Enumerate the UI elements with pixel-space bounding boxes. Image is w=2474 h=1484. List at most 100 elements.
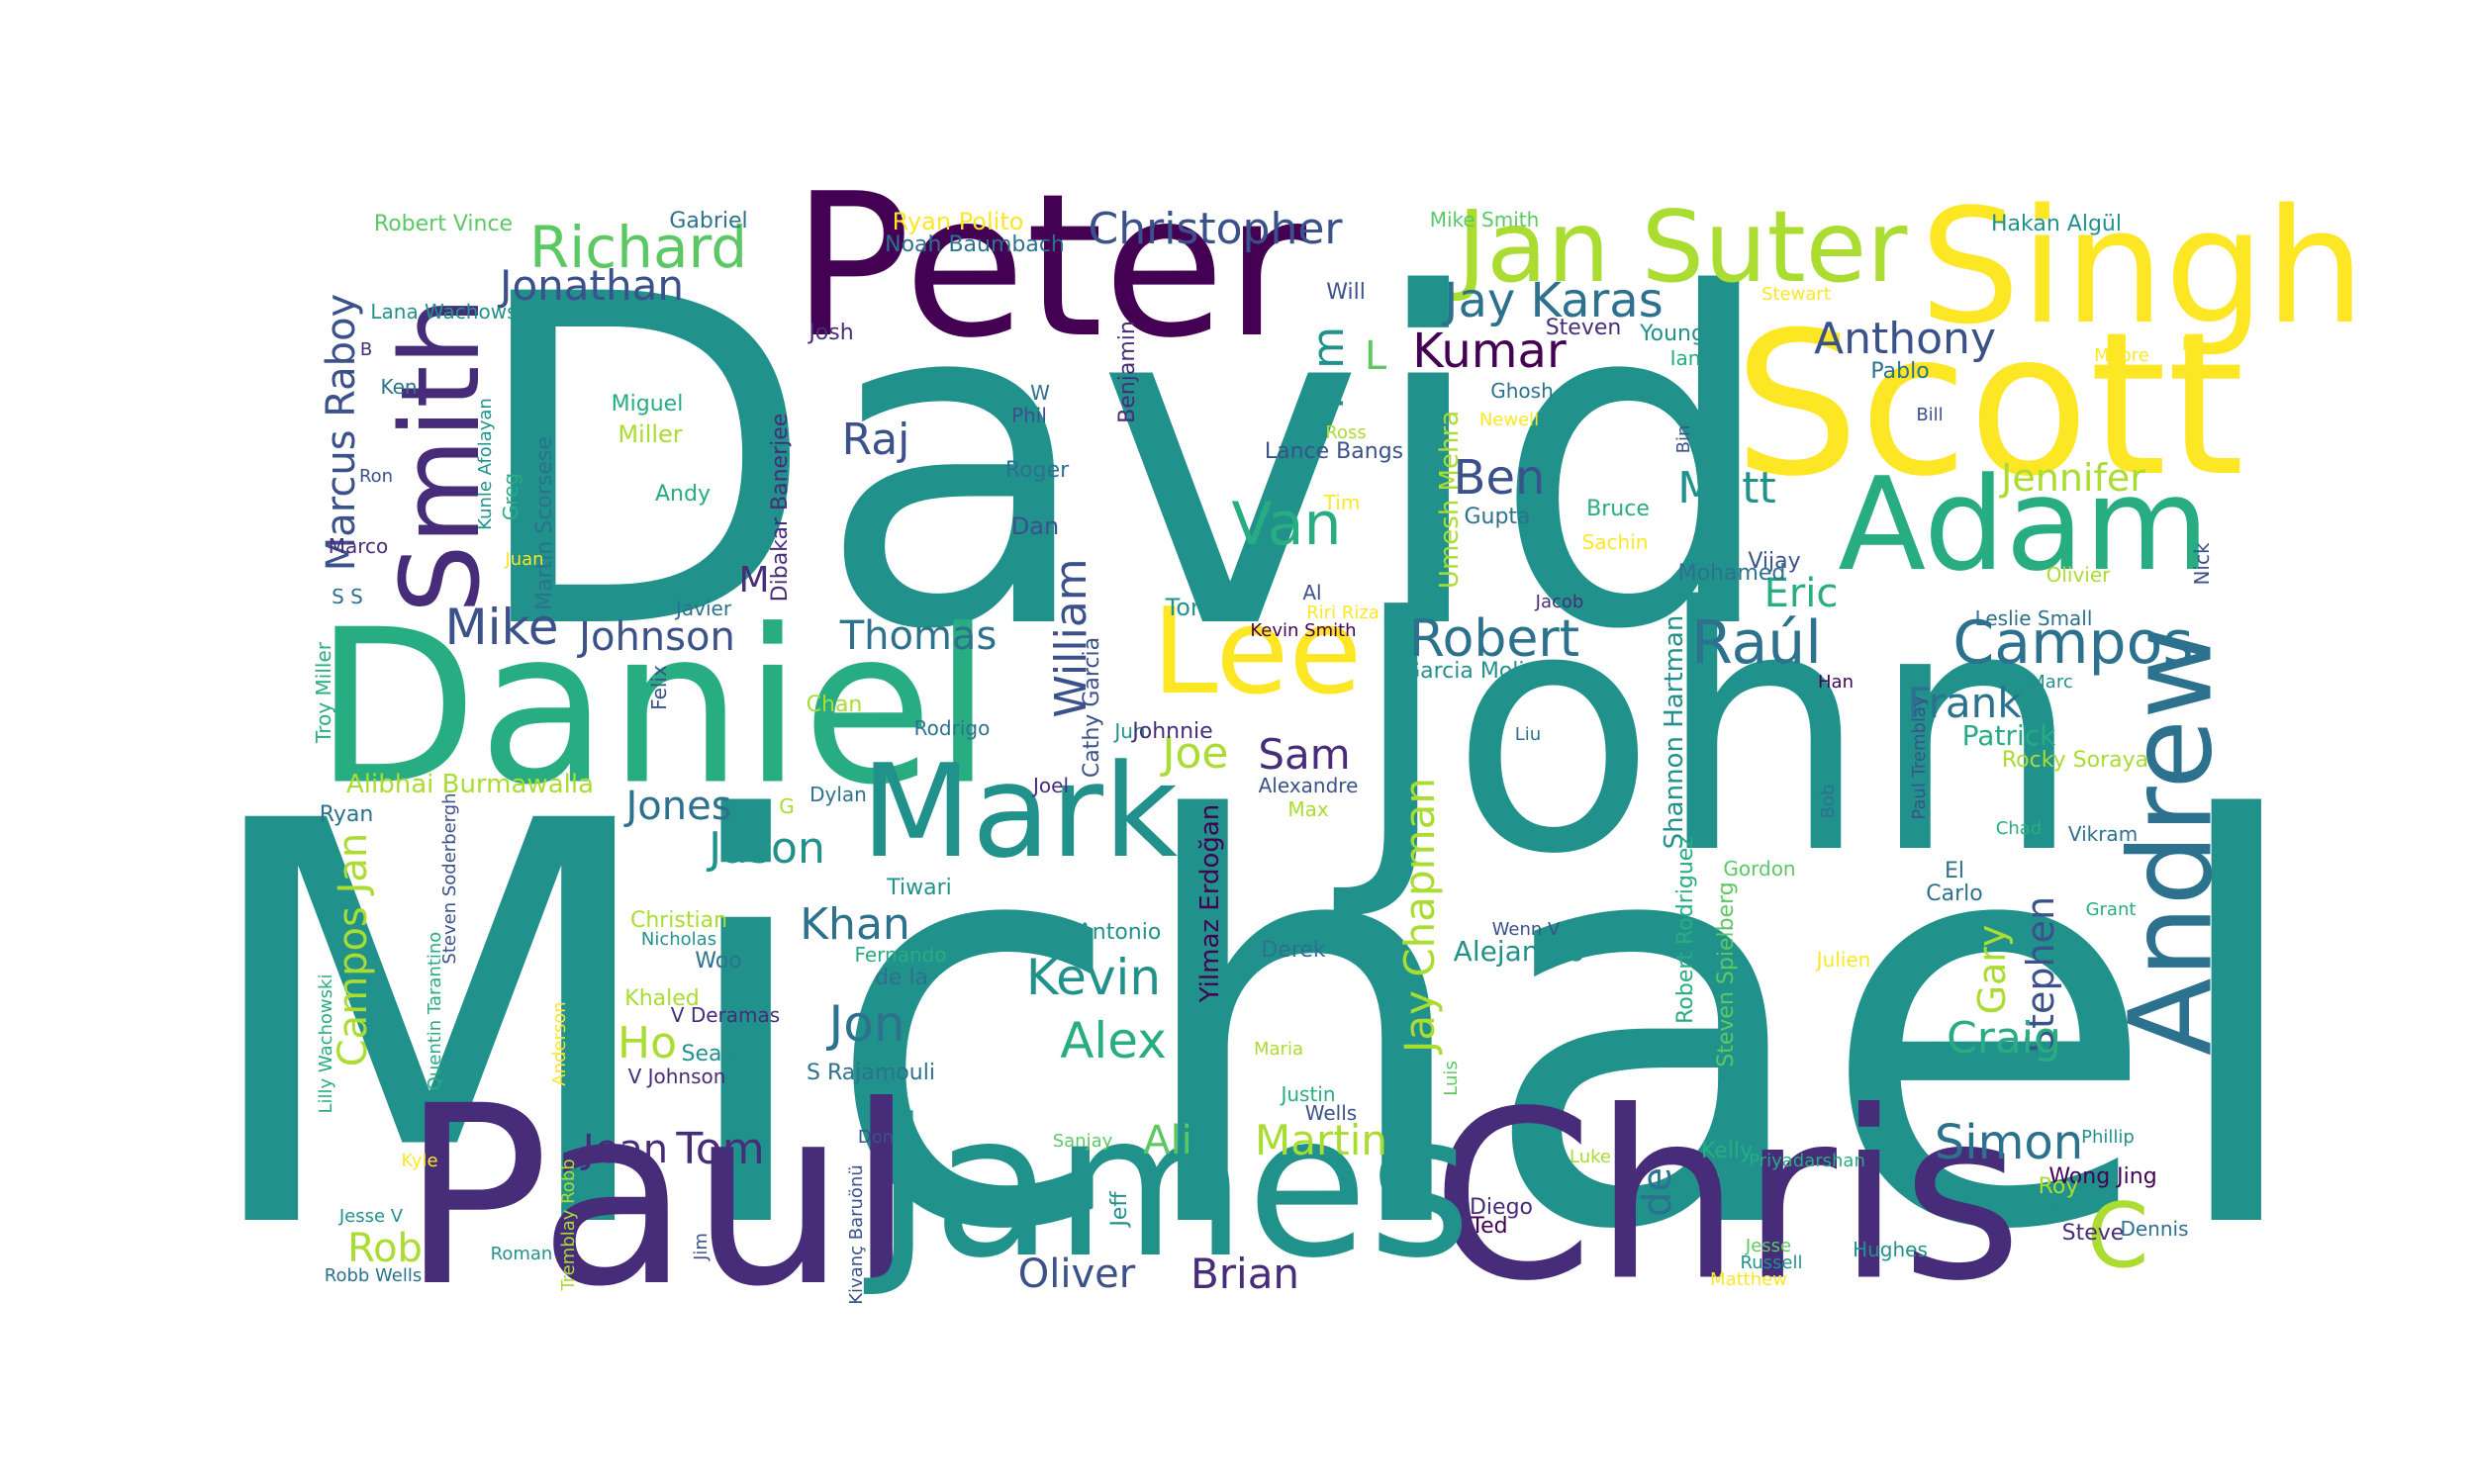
word: Steven Spielberg xyxy=(1714,881,1739,1067)
word: Anderson xyxy=(549,1001,570,1086)
word: W xyxy=(1030,381,1050,405)
word: Paul Tremblay xyxy=(1909,696,1930,820)
word: Lee xyxy=(1151,584,1363,721)
word: Derek xyxy=(1261,938,1326,963)
word: Patrick xyxy=(1961,719,2056,752)
word: Nick xyxy=(2190,542,2214,586)
word: Olivier xyxy=(2046,563,2111,587)
word: Liu xyxy=(1514,724,1542,745)
word: Singh xyxy=(1919,174,2366,359)
word: Khaled xyxy=(624,986,700,1011)
word: Rocky Soraya xyxy=(2001,748,2149,773)
word: Dylan xyxy=(809,783,867,806)
word: Lance Bangs xyxy=(1264,439,1404,464)
word: Miguel xyxy=(611,392,684,417)
word: Jon xyxy=(828,995,905,1053)
word: Marco xyxy=(328,534,389,558)
word: Riri Riza xyxy=(1306,603,1380,623)
word: Raj xyxy=(841,415,910,465)
word: Marc xyxy=(2030,672,2073,693)
word: Raúl xyxy=(1691,608,1822,678)
word: Tremblay Robb xyxy=(558,1159,579,1291)
word: Wong Jing xyxy=(2048,1164,2157,1189)
word: Steven xyxy=(1545,316,1622,340)
word: Tiwari xyxy=(887,876,952,900)
word: Marcus Raboy xyxy=(319,293,364,572)
word: Justin xyxy=(1281,1082,1336,1106)
word: Chris xyxy=(1431,1062,2023,1333)
word: Paul xyxy=(400,1053,916,1341)
word: Moore xyxy=(2094,345,2149,366)
word: Leslie Small xyxy=(1974,606,2093,630)
word: B xyxy=(359,339,373,360)
word: Juan xyxy=(505,549,544,570)
word: V Deramas xyxy=(670,1003,781,1027)
word: Jennifer xyxy=(2001,456,2145,500)
word: Jones xyxy=(625,784,732,829)
word: Woo xyxy=(695,949,742,974)
word: Craig xyxy=(1947,1013,2061,1064)
word: M xyxy=(738,560,770,601)
word: Jacob xyxy=(1535,592,1584,612)
word: Benjamin xyxy=(1115,321,1140,423)
word: Luke xyxy=(1570,1147,1611,1167)
word: Jonathan xyxy=(500,261,684,310)
word: Sam xyxy=(1258,730,1351,779)
word: Maria xyxy=(1254,1039,1303,1060)
word: Lana Wachowski xyxy=(370,300,534,324)
word: C xyxy=(2086,1184,2149,1288)
word: Will xyxy=(1326,280,1366,305)
word: Gordon xyxy=(1723,857,1796,881)
word: Matthew xyxy=(1710,1269,1787,1290)
word: Ryan Polito xyxy=(892,208,1024,235)
word: Oliver xyxy=(1017,1252,1136,1297)
word: Robert Rodriguez xyxy=(1673,836,1698,1024)
word: Eric xyxy=(1763,571,1839,616)
word: Young xyxy=(1640,322,1705,346)
word: Ghosh xyxy=(1490,379,1554,403)
word: Jan Suter xyxy=(1457,189,1908,305)
word: Phillip xyxy=(2081,1127,2135,1148)
word: Felix xyxy=(647,665,671,710)
word: David xyxy=(465,200,1781,729)
word: Michael xyxy=(190,706,2314,1351)
word: Noah Baumbach xyxy=(885,232,1065,257)
word: Robb Wells xyxy=(324,1265,423,1286)
word: Han xyxy=(1818,672,1854,693)
word: Al xyxy=(1302,581,1322,604)
word: Hakan Algül xyxy=(1991,212,2122,236)
word: G xyxy=(779,794,795,818)
word: Rob xyxy=(347,1226,423,1271)
word: Van xyxy=(1231,490,1342,559)
word: Daniel xyxy=(314,583,993,832)
word: Dibakar Banerjee xyxy=(768,413,793,603)
word: Jean xyxy=(582,1127,669,1172)
word: Ross xyxy=(1325,422,1367,443)
word: Carlo xyxy=(1926,881,1983,906)
word: Johnnie xyxy=(1132,719,1213,744)
word: Jason xyxy=(709,823,825,874)
word: Shannon Hartman xyxy=(1660,614,1689,850)
word: Roger xyxy=(1004,458,1070,483)
word: Jay Chapman xyxy=(1395,778,1444,1053)
word: S Rajamouli xyxy=(807,1061,935,1085)
word: Quentin Tarantino xyxy=(425,931,445,1091)
word: Ryan xyxy=(319,802,374,827)
word: Bruce xyxy=(1586,497,1650,521)
word: Ken xyxy=(380,375,418,399)
word: Ron xyxy=(358,466,394,487)
word: Phil xyxy=(1011,404,1047,427)
word: Vijay xyxy=(1748,549,1801,574)
word: Grant xyxy=(2085,899,2137,920)
word: Martin Scorsese xyxy=(532,436,557,610)
word: Don xyxy=(857,1127,895,1148)
word: Pablo xyxy=(1870,359,1930,384)
word: Troy Miller xyxy=(312,642,335,743)
word: Robert Vince xyxy=(373,212,514,236)
word: Kivanç Baruönü xyxy=(846,1164,867,1305)
word: Diego xyxy=(1469,1195,1534,1220)
word: Kunle Afolayan xyxy=(475,398,496,530)
word: Jay Karas xyxy=(1444,273,1664,328)
word: Ali xyxy=(1143,1118,1192,1163)
word: Newell xyxy=(1478,410,1540,430)
